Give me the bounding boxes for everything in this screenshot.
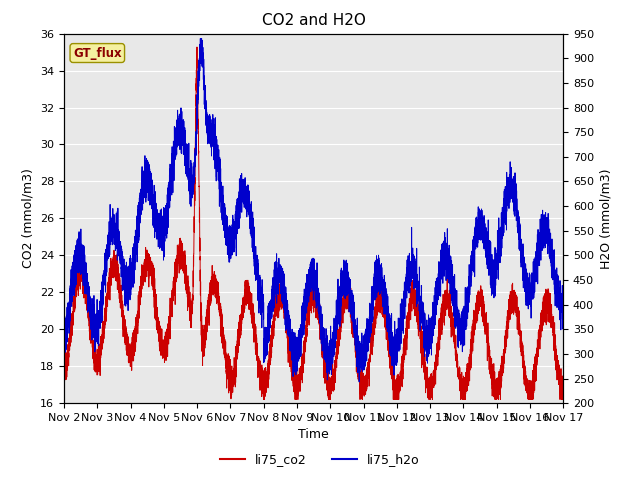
- li75_co2: [296, 370, 304, 375]
- Legend: li75_co2, li75_h2o: li75_co2, li75_h2o: [215, 448, 425, 471]
- li75_h2o: [425, 348, 433, 354]
- li75_h2o: [196, 36, 204, 41]
- li75_h2o: [439, 249, 447, 255]
- li75_co2: [260, 396, 268, 402]
- Line: li75_h2o: li75_h2o: [64, 38, 563, 382]
- li75_co2: [439, 291, 447, 297]
- li75_co2: [193, 44, 201, 50]
- li75_co2: [532, 366, 540, 372]
- li75_co2: [230, 371, 237, 376]
- Y-axis label: CO2 (mmol/m3): CO2 (mmol/m3): [22, 168, 35, 268]
- Line: li75_co2: li75_co2: [64, 47, 563, 399]
- X-axis label: Time: Time: [298, 429, 329, 442]
- li75_co2: [60, 365, 68, 371]
- li75_co2: [538, 307, 546, 313]
- li75_h2o: [559, 302, 567, 308]
- li75_h2o: [60, 335, 68, 340]
- li75_h2o: [532, 276, 540, 282]
- Y-axis label: H2O (mmol/m3): H2O (mmol/m3): [600, 168, 612, 269]
- Text: GT_flux: GT_flux: [73, 47, 122, 60]
- li75_co2: [425, 395, 433, 400]
- Title: CO2 and H2O: CO2 and H2O: [262, 13, 365, 28]
- li75_h2o: [538, 222, 546, 228]
- li75_co2: [559, 394, 567, 399]
- li75_h2o: [355, 379, 363, 385]
- li75_h2o: [296, 335, 304, 341]
- li75_h2o: [230, 242, 237, 248]
